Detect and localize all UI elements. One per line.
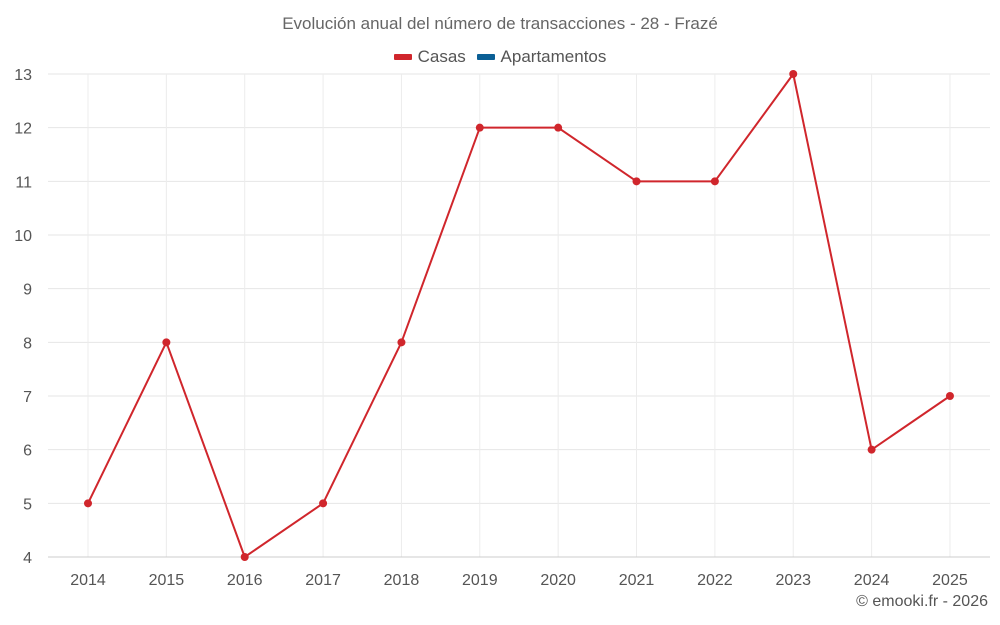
- y-tick-label: 5: [23, 496, 32, 513]
- x-tick-label: 2017: [305, 572, 341, 589]
- x-tick-label: 2024: [854, 572, 890, 589]
- data-point: [554, 123, 563, 132]
- x-tick-label: 2016: [227, 572, 263, 589]
- credit-text: © emooki.fr - 2026: [856, 593, 988, 610]
- y-tick-label: 13: [14, 67, 32, 84]
- y-tick-label: 8: [23, 335, 32, 352]
- chart-title: Evolución anual del número de transaccio…: [282, 14, 718, 33]
- legend-swatch-casas: [393, 54, 412, 60]
- grid: [48, 73, 990, 558]
- data-point: [475, 123, 484, 132]
- x-tick-label: 2023: [775, 572, 811, 589]
- data-point: [789, 70, 798, 78]
- data-point: [632, 177, 641, 186]
- y-tick-label: 7: [23, 389, 32, 406]
- series-line-casas: [87, 73, 951, 558]
- axes: 4 5 6 7 8 9 10 11 12 13 2014 2015 2016 2017 2018 2019 20…: [14, 67, 990, 589]
- legend-item-casas[interactable]: Casas: [393, 47, 466, 67]
- x-tick-label: 2021: [619, 572, 655, 589]
- legend: Casas Apartamentos: [0, 45, 1000, 67]
- x-tick-label: 2022: [697, 572, 733, 589]
- x-tick-label: 2025: [932, 572, 968, 589]
- y-tick-label: 4: [23, 550, 32, 567]
- data-point: [397, 338, 406, 347]
- legend-item-apartamentos[interactable]: Apartamentos: [476, 47, 607, 67]
- data-point: [319, 499, 328, 508]
- y-tick-label: 11: [15, 174, 32, 191]
- legend-swatch-apartamentos: [476, 54, 495, 60]
- x-tick-label: 2015: [149, 572, 185, 589]
- y-tick-label: 10: [14, 228, 32, 245]
- series-layer: [84, 70, 954, 561]
- legend-label-casas: Casas: [417, 47, 466, 66]
- y-tick-label: 9: [23, 282, 32, 299]
- x-tick-label: 2020: [540, 572, 576, 589]
- x-tick-label: 2014: [70, 572, 106, 589]
- data-point: [710, 177, 719, 186]
- x-tick-label: 2018: [384, 572, 420, 589]
- data-point: [162, 338, 171, 347]
- y-tick-label: 6: [23, 443, 32, 460]
- legend-label-apartamentos: Apartamentos: [500, 47, 607, 66]
- y-tick-label: 12: [14, 121, 32, 138]
- data-point: [945, 392, 954, 400]
- data-point: [867, 445, 876, 454]
- data-point: [84, 499, 92, 508]
- data-point: [240, 553, 249, 561]
- x-tick-label: 2019: [462, 572, 498, 589]
